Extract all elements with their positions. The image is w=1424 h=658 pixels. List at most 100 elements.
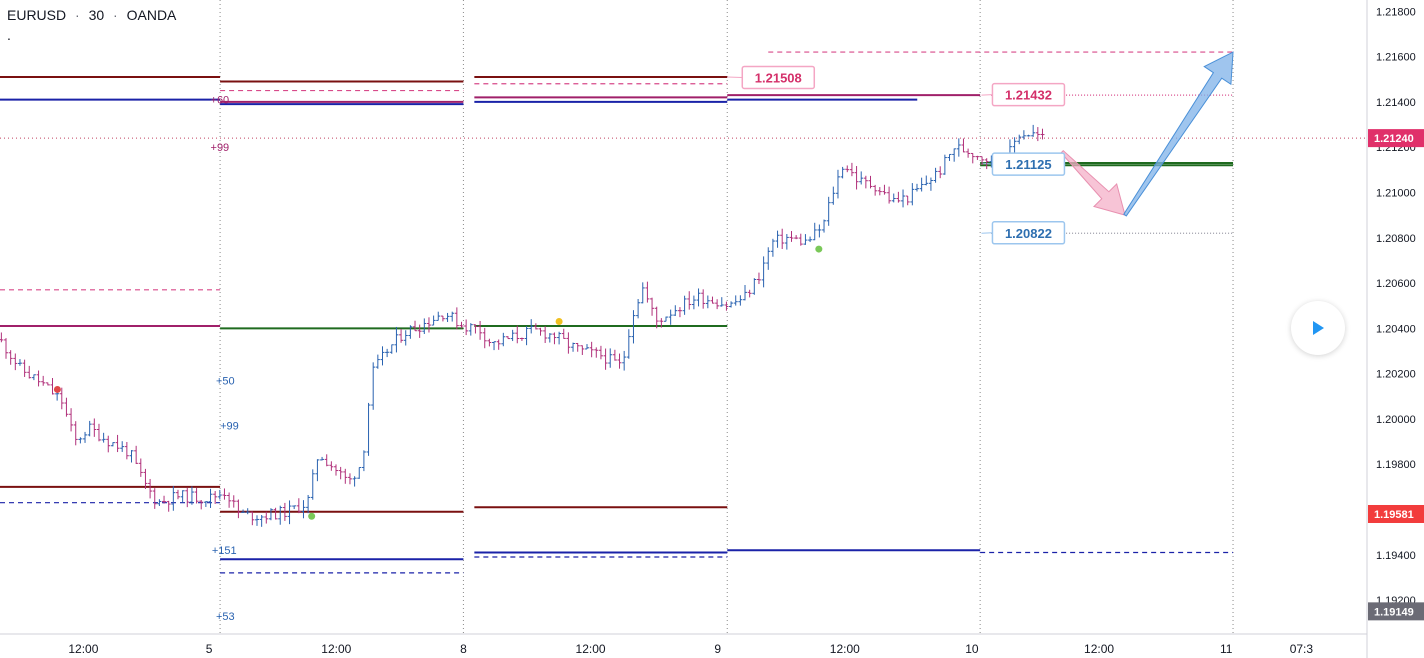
legend-subline: .	[7, 27, 11, 43]
candle	[766, 247, 771, 270]
y-tick-label: 1.20000	[1376, 414, 1416, 426]
candle	[268, 508, 273, 521]
candle	[101, 432, 106, 443]
price-badge-bg	[1368, 602, 1424, 621]
callout-box	[991, 82, 1066, 107]
price-callout: 1.20822	[991, 221, 1066, 245]
candle	[501, 332, 506, 347]
price-badge-bg	[1368, 504, 1424, 523]
candle	[626, 329, 631, 359]
candle	[436, 311, 441, 321]
candle	[710, 296, 715, 304]
candle	[310, 469, 315, 500]
candle	[557, 331, 562, 345]
candle	[366, 402, 371, 456]
candle	[673, 305, 678, 316]
projection-arrow	[1123, 51, 1234, 217]
candle	[566, 332, 571, 354]
go-to-realtime-button[interactable]	[1291, 301, 1345, 355]
price-callout: 1.21125	[991, 152, 1066, 176]
x-axis[interactable]: 12:00 5 12:00 8 12:00 9 12:00 10 12:00 11 07:3	[68, 642, 1313, 656]
candle	[292, 505, 297, 510]
symbol-name: EURUSD	[7, 7, 66, 23]
candle	[50, 378, 55, 395]
level-label: +99	[211, 142, 230, 154]
candle	[622, 350, 627, 371]
candle	[478, 320, 483, 340]
candle	[389, 344, 394, 354]
candle	[306, 494, 311, 514]
candle	[464, 319, 469, 336]
candle	[543, 326, 548, 343]
candle	[315, 459, 320, 482]
candle	[487, 338, 492, 347]
interval-label: 30	[89, 7, 105, 23]
candle	[1026, 134, 1031, 137]
x-tick-label: 07:3	[1290, 642, 1314, 656]
candle	[482, 327, 487, 349]
candle	[203, 501, 208, 507]
callout-label: 1.20822	[1005, 226, 1052, 241]
candle	[924, 175, 929, 186]
callout-label: 1.21125	[1005, 157, 1051, 172]
candle	[245, 508, 250, 515]
candle	[887, 186, 892, 204]
signal-dots	[53, 245, 823, 520]
candle	[510, 329, 515, 342]
candle	[803, 234, 808, 245]
candle	[343, 468, 348, 484]
candle	[329, 461, 334, 471]
candle	[877, 187, 882, 196]
candle	[13, 353, 18, 371]
level-labels: +60 +99 +50 +99 +151 +53	[211, 95, 239, 623]
candle	[129, 450, 134, 463]
candle	[259, 515, 264, 527]
candle	[334, 464, 339, 476]
candle	[496, 339, 501, 350]
candle	[450, 311, 455, 322]
level-label: +99	[220, 421, 239, 433]
candle	[73, 421, 78, 446]
level-label: +53	[216, 611, 235, 623]
candle	[729, 301, 734, 308]
candle	[938, 166, 943, 179]
candle	[106, 435, 111, 453]
candle	[840, 166, 845, 179]
candle	[422, 318, 427, 334]
candle	[770, 238, 775, 257]
candle	[691, 295, 696, 310]
callout-box	[991, 221, 1066, 245]
play-icon	[1313, 321, 1324, 335]
candle	[519, 337, 524, 341]
candle	[41, 375, 46, 386]
candle	[928, 177, 933, 191]
candle	[677, 307, 682, 318]
candle	[375, 354, 380, 369]
candle	[440, 315, 445, 322]
candle	[603, 348, 608, 370]
candle	[617, 353, 622, 369]
price-badge-label: 1.19581	[1374, 509, 1414, 521]
candle	[808, 236, 813, 243]
candle	[17, 359, 22, 366]
candle	[431, 315, 436, 326]
candle	[784, 234, 789, 250]
candle	[835, 169, 840, 199]
candle	[817, 224, 822, 238]
candle	[189, 486, 194, 505]
candle	[236, 499, 241, 519]
candle	[947, 153, 952, 161]
candle	[822, 219, 827, 233]
candle	[492, 341, 497, 351]
candle	[213, 491, 218, 504]
candle	[873, 184, 878, 196]
candle	[408, 325, 413, 339]
y-tick-label: 1.20400	[1376, 323, 1416, 335]
candle	[296, 498, 301, 514]
chart-legend[interactable]: EURUSD · 30 · OANDA .	[7, 7, 177, 43]
price-callouts: 1.21508 1.21432 1.21125 1.20822	[741, 65, 1066, 245]
candle	[96, 423, 101, 442]
candle	[631, 310, 636, 344]
candle	[715, 299, 720, 310]
